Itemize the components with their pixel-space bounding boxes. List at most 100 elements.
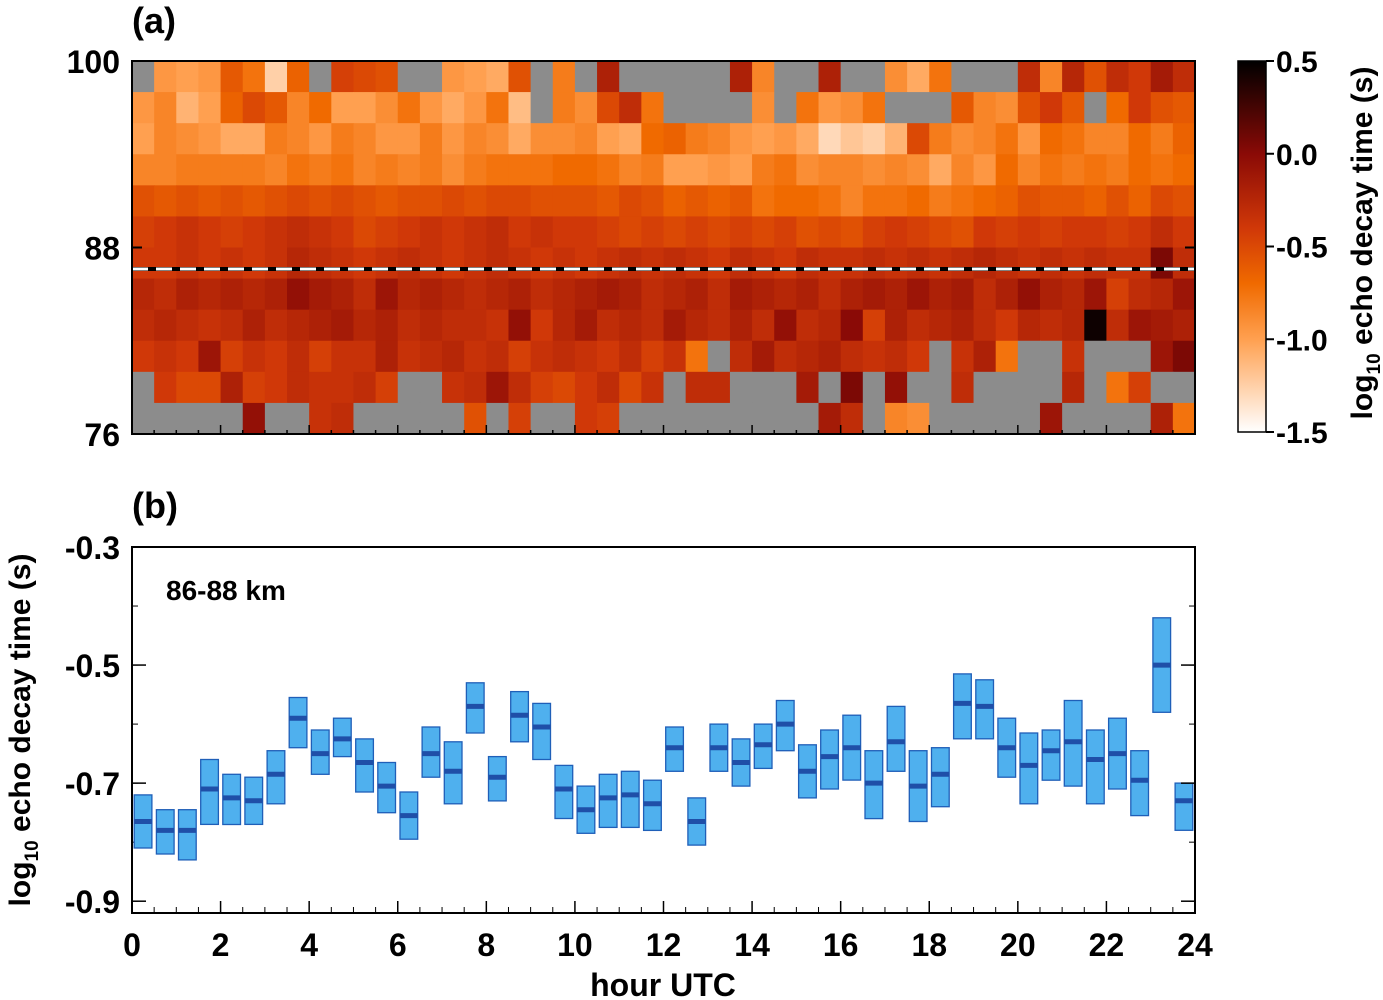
heatmap-cell xyxy=(685,61,709,93)
heatmap-cell xyxy=(1172,154,1196,186)
heatmap-cell xyxy=(353,216,377,249)
heatmap-cell xyxy=(619,247,642,280)
heatmap-cell xyxy=(707,123,731,155)
heatmap-cell xyxy=(287,402,310,435)
heatmap-cell xyxy=(264,216,288,249)
heatmap-cell xyxy=(862,309,886,342)
heatmap-cell xyxy=(419,247,443,280)
heatmap-cell xyxy=(752,61,775,93)
heatmap-cell xyxy=(287,123,310,155)
heatmap-cell xyxy=(1062,371,1085,404)
heatmap-cell xyxy=(818,247,842,280)
heatmap-cell xyxy=(309,92,332,124)
heatmap-cell xyxy=(862,216,886,249)
heatmap-cell xyxy=(884,185,908,218)
heatmap-cell xyxy=(995,185,1019,218)
heatmap-cell xyxy=(1039,402,1063,435)
heatmap-cell xyxy=(1128,340,1152,373)
heatmap-cell xyxy=(397,309,421,342)
heatmap-cell xyxy=(796,371,820,404)
heatmap-cell xyxy=(1039,247,1063,280)
heatmap-cell xyxy=(1017,123,1041,155)
heatmap-cell xyxy=(597,309,620,342)
heatmap-cell xyxy=(176,402,200,435)
heatmap-cell xyxy=(331,371,355,404)
heatmap-cell xyxy=(331,216,355,249)
heatmap-cell xyxy=(663,247,687,280)
box xyxy=(620,770,640,829)
heatmap-cell xyxy=(685,185,709,218)
panel-a-y-tick-label: 88 xyxy=(84,231,120,267)
x-tick-label: 16 xyxy=(823,927,859,963)
heatmap-cell xyxy=(464,247,487,280)
x-tick-label: 14 xyxy=(734,927,770,963)
heatmap-cell xyxy=(397,247,421,280)
heatmap-cell xyxy=(663,402,687,435)
heatmap-cell xyxy=(641,309,665,342)
x-tick-label: 12 xyxy=(646,927,682,963)
heatmap-cell xyxy=(419,92,443,124)
heatmap-cell xyxy=(1106,340,1130,373)
heatmap-cell xyxy=(242,154,266,186)
heatmap-cell xyxy=(1084,185,1108,218)
heatmap-cell xyxy=(907,247,930,280)
heatmap-cell xyxy=(884,154,908,186)
heatmap-cell xyxy=(419,371,443,404)
heatmap-cell xyxy=(508,402,532,435)
heatmap-cell xyxy=(419,154,443,186)
heatmap-cell xyxy=(862,185,886,218)
heatmap-cell xyxy=(774,402,797,435)
heatmap-cell xyxy=(530,247,554,280)
heatmap-cell xyxy=(309,340,332,373)
heatmap-cell xyxy=(884,371,908,404)
heatmap-cell xyxy=(552,309,576,342)
x-tick-label: 6 xyxy=(389,927,407,963)
heatmap-cell xyxy=(132,61,155,93)
heatmap-cell xyxy=(1128,402,1152,435)
heatmap-cell xyxy=(1017,402,1041,435)
heatmap-cell xyxy=(663,340,687,373)
heatmap-cell xyxy=(995,61,1019,93)
heatmap-cell xyxy=(176,216,200,249)
heatmap-cell xyxy=(951,402,975,435)
heatmap-cell xyxy=(685,371,709,404)
heatmap-cell xyxy=(574,278,598,311)
heatmap-cell xyxy=(729,216,753,249)
heatmap-cell xyxy=(353,402,377,435)
heatmap-cell xyxy=(287,340,310,373)
heatmap-cell xyxy=(508,278,532,311)
heatmap-cell xyxy=(995,402,1019,435)
heatmap-cell xyxy=(176,278,200,311)
heatmap-cell xyxy=(242,92,266,124)
heatmap-cell xyxy=(1084,309,1108,342)
heatmap-cell xyxy=(840,185,864,218)
heatmap-cell xyxy=(464,61,487,93)
heatmap-cell xyxy=(995,371,1019,404)
heatmap-cell xyxy=(619,216,642,249)
box xyxy=(598,773,618,829)
heatmap-cell xyxy=(1084,123,1108,155)
heatmap-cell xyxy=(929,402,952,435)
heatmap-cell xyxy=(951,278,975,311)
heatmap-cell xyxy=(464,92,487,124)
box xyxy=(288,696,308,749)
heatmap-cell xyxy=(486,185,510,218)
heatmap-cell xyxy=(198,247,222,280)
heatmap-cell xyxy=(574,247,598,280)
heatmap-cell xyxy=(1172,123,1196,155)
heatmap-cell xyxy=(685,247,709,280)
heatmap-cell xyxy=(331,247,355,280)
heatmap-cell xyxy=(530,340,554,373)
heatmap-cell xyxy=(752,216,775,249)
heatmap-cell xyxy=(1128,216,1152,249)
heatmap-cell xyxy=(729,278,753,311)
heatmap-cell xyxy=(1106,247,1130,280)
heatmap-cell xyxy=(1039,123,1063,155)
heatmap-cell xyxy=(331,340,355,373)
heatmap-cell xyxy=(574,371,598,404)
heatmap-cell xyxy=(1172,402,1196,435)
box xyxy=(177,809,197,861)
heatmap-cell xyxy=(397,402,421,435)
heatmap-cell xyxy=(442,371,465,404)
heatmap-cell xyxy=(685,402,709,435)
